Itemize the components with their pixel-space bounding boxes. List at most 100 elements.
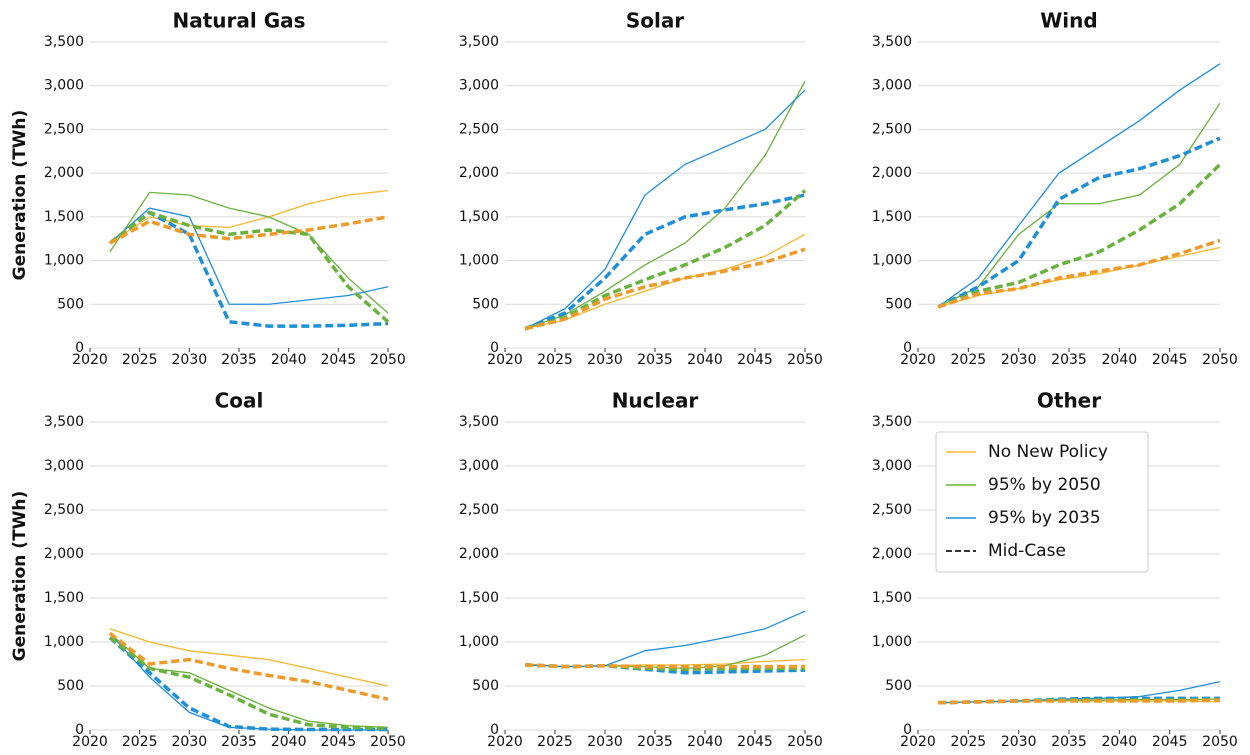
- scenario-line: [524, 634, 806, 670]
- y-tick-label: 1,000: [872, 253, 912, 269]
- scenario-line: [937, 63, 1221, 308]
- mid-case-line: [108, 631, 389, 701]
- x-tick-label: 2020: [900, 352, 936, 368]
- y-tick-label: 500: [885, 678, 912, 694]
- legend-box: [935, 431, 1149, 573]
- y-tick-label: 1,500: [44, 209, 84, 225]
- x-tick-label: 2045: [737, 352, 773, 368]
- y-tick-label: 0: [75, 722, 84, 738]
- x-tick-label: 2035: [221, 352, 257, 368]
- x-tick-label: 2030: [172, 352, 208, 368]
- scenario-line: [524, 233, 806, 330]
- y-tick-label: 1,500: [872, 209, 912, 225]
- y-tick-label: 2,000: [459, 546, 499, 562]
- scenario-line: [937, 102, 1221, 308]
- x-tick-label: 2040: [271, 352, 307, 368]
- scenario-line: [524, 610, 806, 668]
- x-tick-label: 2030: [1001, 352, 1037, 368]
- y-tick-label: 3,500: [459, 414, 499, 430]
- y-tick-label: 1,000: [872, 634, 912, 650]
- y-tick-label: 3,500: [44, 34, 84, 50]
- y-tick-label: 1,000: [459, 634, 499, 650]
- x-tick-label: 2020: [487, 734, 523, 750]
- x-tick-label: 2040: [687, 352, 723, 368]
- mid-case-line: [937, 238, 1221, 309]
- y-tick-label: 2,500: [872, 502, 912, 518]
- y-tick-label: 1,000: [44, 253, 84, 269]
- mid-case-line: [524, 189, 807, 331]
- y-tick-label: 500: [472, 296, 499, 312]
- x-tick-label: 2050: [1202, 734, 1238, 750]
- y-tick-label: 0: [490, 340, 499, 356]
- y-tick-label: 3,500: [872, 414, 912, 430]
- legend-label: Mid-Case: [988, 541, 1066, 561]
- y-axis-label: Generation (TWh): [10, 110, 30, 281]
- y-tick-label: 3,500: [872, 34, 912, 50]
- x-tick-label: 2030: [587, 734, 623, 750]
- y-tick-label: 1,500: [872, 590, 912, 606]
- mid-case-line: [524, 663, 806, 675]
- y-tick-label: 500: [57, 296, 84, 312]
- mid-case-line: [108, 210, 389, 328]
- scenario-line: [524, 81, 806, 330]
- x-tick-label: 2045: [321, 352, 357, 368]
- y-tick-label: 500: [885, 296, 912, 312]
- y-tick-label: 0: [903, 340, 912, 356]
- x-tick-label: 2040: [271, 734, 307, 750]
- scenario-line: [109, 632, 388, 731]
- x-tick-label: 2025: [951, 352, 987, 368]
- x-tick-label: 2035: [1051, 734, 1087, 750]
- y-tick-label: 3,000: [44, 78, 84, 94]
- x-tick-label: 2025: [122, 352, 158, 368]
- scenario-line: [937, 246, 1221, 308]
- legend-label: 95% by 2035: [988, 508, 1101, 528]
- panel-title: Nuclear: [612, 389, 699, 413]
- x-tick-label: 2040: [1102, 734, 1138, 750]
- x-tick-label: 2050: [787, 734, 823, 750]
- y-tick-label: 2,500: [872, 121, 912, 137]
- x-tick-label: 2045: [737, 734, 773, 750]
- x-tick-label: 2045: [321, 734, 357, 750]
- x-tick-label: 2020: [900, 734, 936, 750]
- x-tick-label: 2035: [637, 352, 673, 368]
- x-tick-label: 2050: [370, 352, 406, 368]
- y-tick-label: 0: [490, 722, 499, 738]
- y-tick-label: 2,500: [459, 502, 499, 518]
- x-tick-label: 2025: [122, 734, 158, 750]
- mid-case-line: [937, 136, 1221, 309]
- scenario-line: [109, 189, 389, 244]
- mid-case-line: [524, 247, 806, 331]
- x-tick-label: 2020: [72, 352, 108, 368]
- y-tick-label: 3,000: [872, 458, 912, 474]
- y-tick-label: 3,000: [459, 78, 499, 94]
- scenario-line: [109, 628, 389, 687]
- x-tick-label: 2050: [370, 734, 406, 750]
- y-tick-label: 3,000: [459, 458, 499, 474]
- y-axis-label: Generation (TWh): [10, 491, 30, 662]
- mid-case-line: [524, 663, 805, 669]
- y-tick-label: 3,500: [459, 34, 499, 50]
- y-tick-label: 2,500: [459, 121, 499, 137]
- y-tick-label: 2,000: [44, 546, 84, 562]
- mid-case-line: [109, 215, 389, 245]
- x-tick-label: 2050: [1202, 352, 1238, 368]
- y-tick-label: 0: [903, 722, 912, 738]
- y-tick-label: 500: [472, 678, 499, 694]
- y-tick-label: 2,500: [44, 121, 84, 137]
- x-tick-label: 2025: [537, 352, 573, 368]
- x-tick-label: 2025: [537, 734, 573, 750]
- panel-title: Solar: [626, 9, 684, 33]
- x-tick-label: 2040: [1102, 352, 1138, 368]
- x-tick-label: 2045: [1152, 352, 1188, 368]
- y-tick-label: 2,500: [44, 502, 84, 518]
- x-tick-label: 2020: [487, 352, 523, 368]
- x-tick-label: 2030: [172, 734, 208, 750]
- panel-title: Coal: [215, 389, 264, 413]
- mid-case-line: [937, 163, 1222, 309]
- scenario-line: [109, 191, 389, 314]
- y-tick-label: 1,500: [459, 590, 499, 606]
- mid-case-line: [108, 210, 390, 324]
- y-tick-label: 0: [75, 340, 84, 356]
- y-tick-label: 2,000: [459, 165, 499, 181]
- scenario-line: [109, 207, 389, 305]
